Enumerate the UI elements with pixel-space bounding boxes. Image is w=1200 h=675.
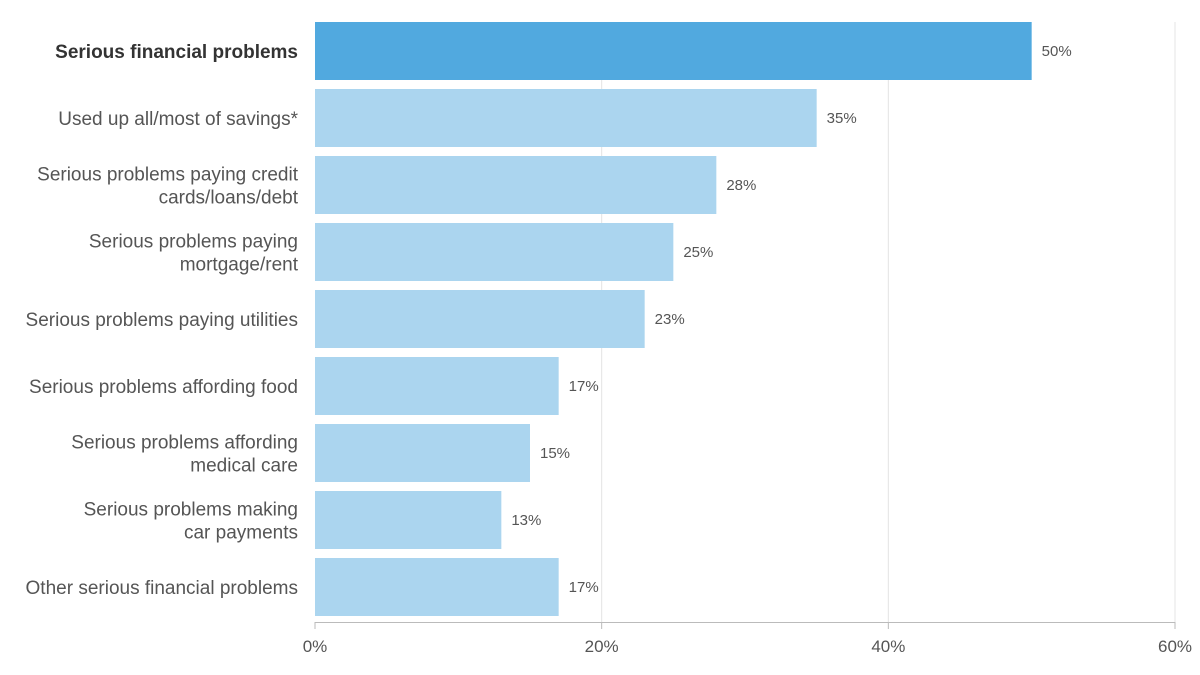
category-label: Serious problems making car payments — [84, 500, 298, 544]
category-label: Serious problems paying credit cards/loan… — [37, 165, 299, 209]
value-label: 28% — [726, 177, 756, 194]
value-label: 13% — [511, 512, 541, 529]
value-label: 50% — [1042, 43, 1072, 60]
category-label: Serious problems affording food — [29, 377, 298, 398]
x-tick-label: 20% — [585, 637, 619, 656]
category-label: Used up all/most of savings* — [58, 109, 298, 130]
value-label: 23% — [655, 311, 685, 328]
bar — [315, 357, 559, 415]
category-label: Other serious financial problems — [26, 578, 298, 599]
bar — [315, 491, 502, 549]
category-labels: Serious financial problems Used up all/mo… — [26, 42, 299, 599]
value-label: 17% — [569, 579, 599, 596]
category-label: Serious problems paying utilities — [26, 310, 298, 331]
value-label: 17% — [569, 378, 599, 395]
value-label: 25% — [683, 244, 713, 261]
bar — [315, 89, 817, 147]
value-label: 35% — [827, 110, 857, 127]
value-label: 15% — [540, 445, 570, 462]
bar — [315, 290, 645, 348]
bar — [315, 558, 559, 616]
bar — [315, 156, 717, 214]
x-tick-label: 60% — [1158, 637, 1192, 656]
category-label: Serious financial problems — [55, 42, 298, 63]
bar — [315, 22, 1032, 80]
category-label: Serious problems affording medical care — [71, 433, 298, 477]
bar — [315, 223, 674, 281]
x-axis: 0% 20% 40% 60% — [303, 622, 1192, 656]
x-tick-label: 0% — [303, 637, 328, 656]
category-label: Serious problems paying mortgage/rent — [89, 232, 299, 276]
bar — [315, 424, 530, 482]
bars: 50% 35% 28% 25% 23% 17% 15% 13% 17% — [315, 22, 1072, 616]
x-tick-label: 40% — [871, 637, 905, 656]
